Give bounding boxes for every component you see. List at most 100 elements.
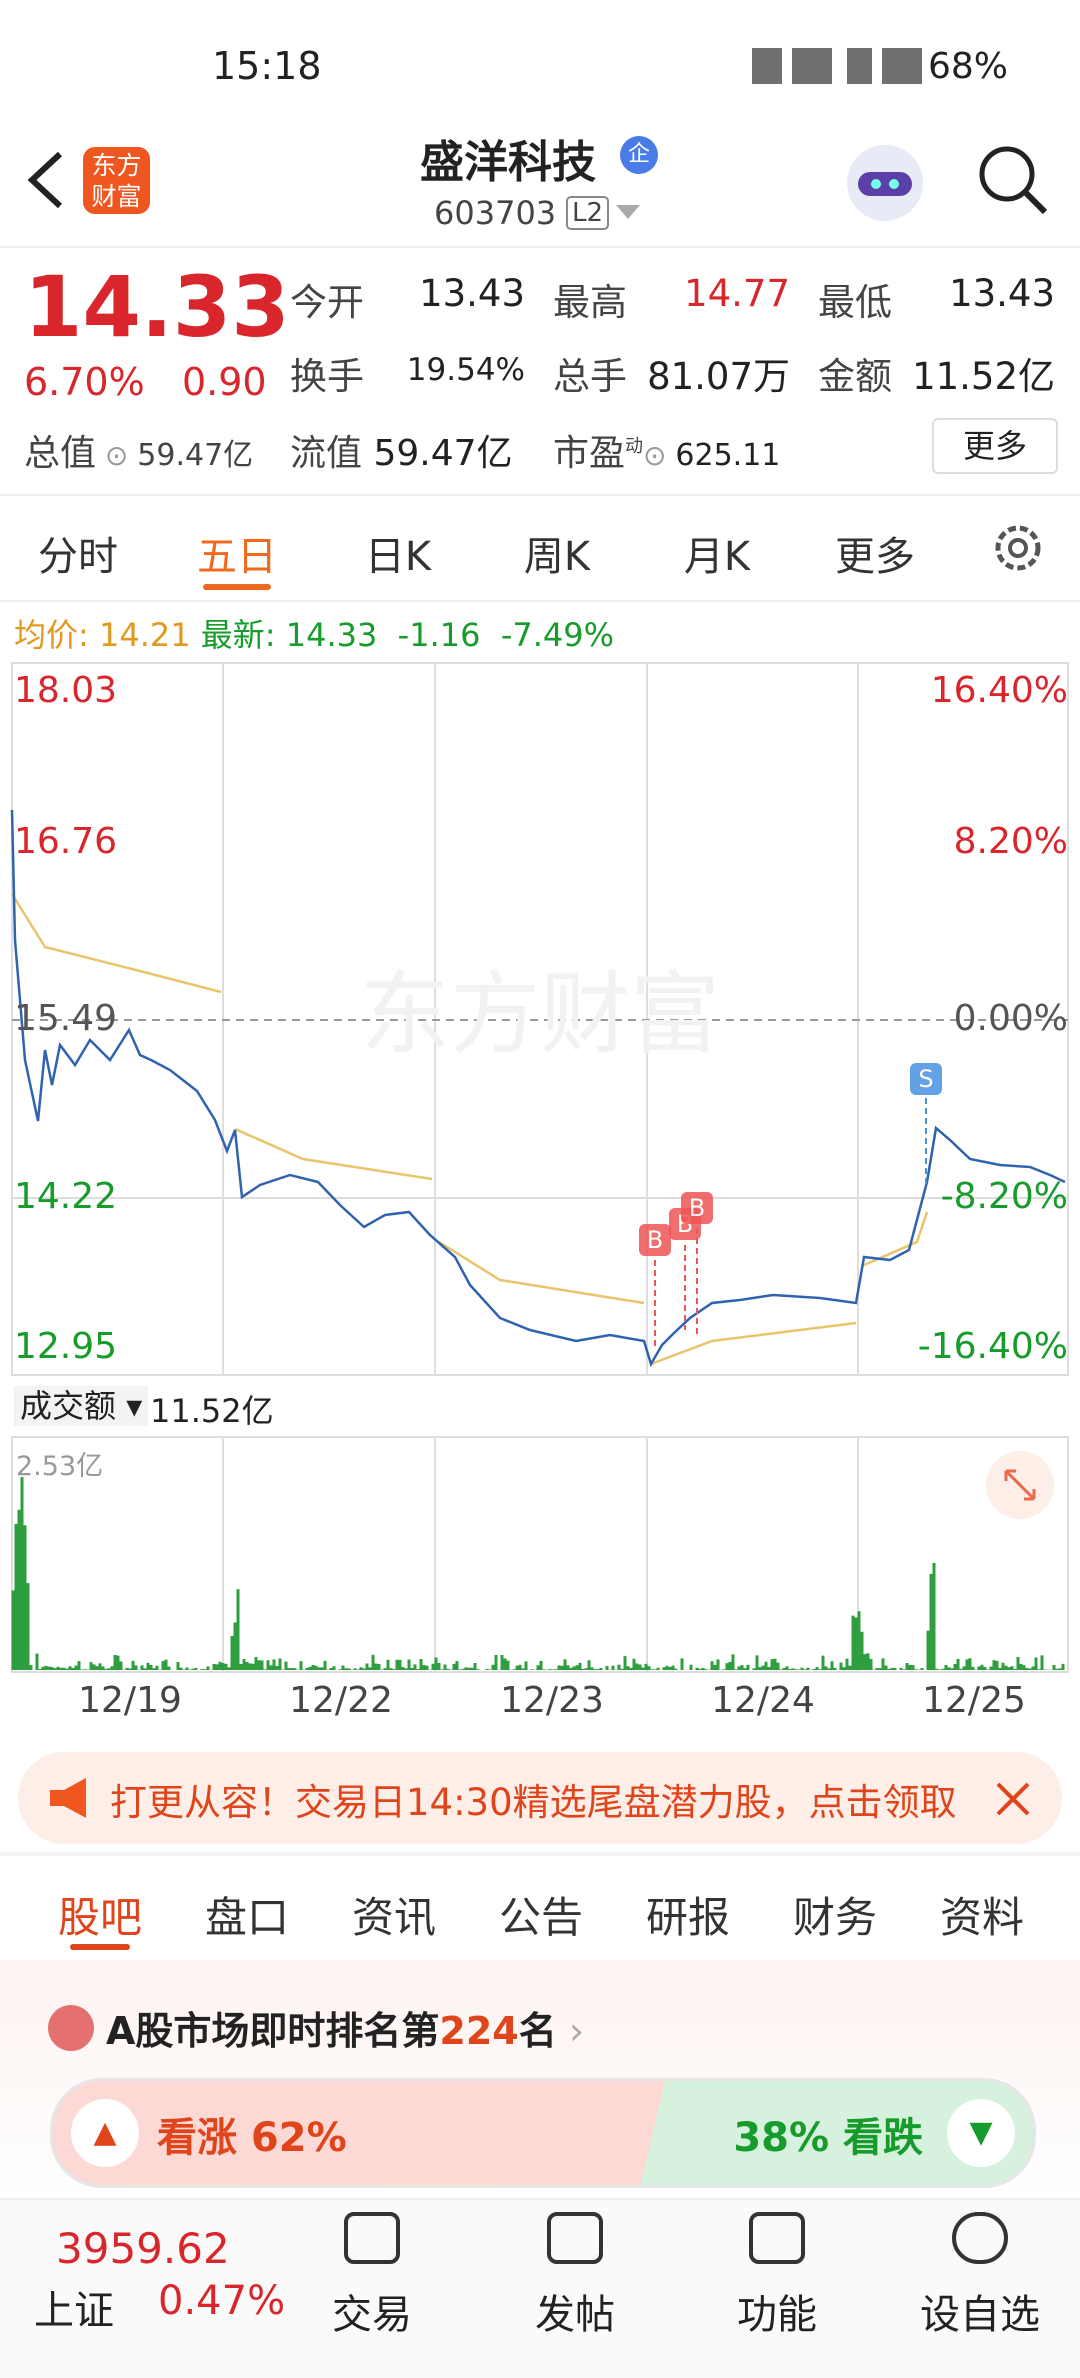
volume-total: 11.52亿	[150, 1392, 274, 1430]
more-button[interactable]: 更多	[932, 418, 1058, 474]
nav-item[interactable]: 功能	[737, 2292, 817, 2338]
banner[interactable]: 打更从容！交易日14:30精选尾盘潜力股，点击领取	[18, 1752, 1062, 1844]
up-bar	[53, 2081, 665, 2185]
price: 14.33	[24, 258, 290, 356]
price-label: 14.22	[14, 1176, 118, 1217]
price-label: 12.95	[14, 1326, 118, 1367]
sub-tab[interactable]: 股吧	[57, 1893, 142, 1942]
quote-label: 总手	[553, 355, 627, 398]
sub-tab[interactable]: 公告	[498, 1893, 583, 1942]
index-value[interactable]: 3959.62	[56, 2224, 230, 2273]
sell-marker: S	[910, 1063, 942, 1095]
banner-text: 打更从容！交易日14:30精选尾盘潜力股，点击领取	[110, 1781, 957, 1824]
date-label: 12/19	[78, 1680, 182, 1721]
float-value: 流值 59.47亿	[290, 424, 513, 476]
index-name: 上证	[34, 2288, 114, 2334]
quote-label: 最低	[818, 281, 892, 324]
nav-icon	[344, 2212, 400, 2264]
sub-tab[interactable]: 资讯	[351, 1893, 436, 1942]
tab[interactable]: 分时	[38, 534, 118, 580]
price-label: 18.03	[14, 670, 118, 711]
time: 15:18	[212, 44, 322, 88]
divider	[0, 1852, 1080, 1856]
badge: 企	[620, 136, 658, 174]
latest-change: -1.16	[397, 616, 481, 654]
index-pct: 0.47%	[158, 2278, 286, 2324]
sub-tab[interactable]: 盘口	[204, 1893, 289, 1942]
sub-tab-underline	[70, 1944, 130, 1950]
down-text: 38% 看跌	[733, 2115, 923, 2161]
dropdown[interactable]	[616, 205, 640, 221]
price-label: 16.76	[14, 821, 118, 862]
total-value: 总值 ⊙ 59.47亿	[24, 433, 254, 474]
sentiment-bar: ▲ 看涨 62% 38% 看跌 ▼	[50, 2078, 1036, 2188]
nav-item[interactable]: 发帖	[535, 2292, 615, 2338]
nav-icon	[952, 2212, 1008, 2264]
down-button[interactable]: ▼	[947, 2099, 1015, 2167]
status-icons	[752, 48, 922, 84]
quote-label: 换手	[290, 355, 364, 398]
divider	[0, 246, 1080, 248]
pct-label: 16.40%	[930, 670, 1068, 711]
back[interactable]	[20, 148, 70, 213]
logo: 东方财富	[83, 147, 150, 214]
five-day-chart: 东方财富	[10, 662, 1069, 1673]
nav-item[interactable]: 交易	[332, 2292, 412, 2338]
price-label: 15.49	[14, 998, 118, 1039]
divider	[0, 494, 1080, 496]
tab[interactable]: 月K	[683, 534, 751, 580]
quote-label: 今开	[290, 281, 364, 324]
battery: 68%	[928, 46, 1009, 87]
label: 流值	[290, 433, 363, 474]
settings[interactable]	[990, 520, 1046, 576]
search[interactable]	[975, 142, 1050, 217]
rank-suffix: 名	[518, 2009, 557, 2053]
pe: 市盈动⊙ 625.11	[553, 433, 781, 474]
divider	[0, 600, 1080, 602]
avg-value: 14.21	[98, 616, 191, 654]
tab[interactable]: 周K	[523, 534, 591, 580]
label: 市盈	[553, 433, 626, 474]
pct-label: 0.00%	[953, 998, 1068, 1039]
change: 0.90	[182, 360, 267, 404]
latest-label: 最新:	[200, 616, 276, 654]
level: L2	[566, 196, 610, 230]
tab[interactable]: 五日	[197, 534, 277, 580]
stock-code: 603703	[434, 194, 557, 232]
bottom-nav	[0, 2198, 1080, 2378]
rank: 224	[439, 2009, 519, 2053]
date-label: 12/24	[711, 1680, 815, 1721]
date-label: 12/23	[500, 1680, 604, 1721]
robot-avatar[interactable]	[842, 140, 928, 226]
up-text: 看涨 62%	[157, 2115, 347, 2161]
expand[interactable]	[986, 1451, 1054, 1519]
latest-pct: -7.49%	[500, 616, 615, 654]
pct-label: -16.40%	[917, 1326, 1068, 1367]
tab[interactable]: 更多	[835, 534, 915, 580]
value: 625.11	[675, 438, 781, 473]
label: 总值	[24, 433, 97, 474]
up-button[interactable]: ▲	[71, 2099, 139, 2167]
ranking[interactable]: A股市场即时排名第224名 ›	[106, 2009, 585, 2053]
stock-name: 盛洋科技	[420, 137, 596, 188]
sub-tab[interactable]: 资料	[939, 1893, 1024, 1942]
value: 59.47亿	[373, 433, 513, 474]
megaphone	[50, 1778, 86, 1818]
sub-tab[interactable]: 研报	[645, 1893, 730, 1942]
quote-label: 最高	[553, 281, 627, 324]
value: 59.47亿	[137, 438, 254, 473]
nav-icon	[749, 2212, 805, 2264]
volume-bars	[11, 1477, 1065, 1670]
volume-max: 2.53亿	[16, 1451, 104, 1482]
quote-value: 14.77	[684, 272, 790, 315]
nav-item[interactable]: 设自选	[920, 2292, 1040, 2338]
quote-value: 13.43	[949, 272, 1055, 315]
volume-selector[interactable]: 成交额 ▾	[14, 1386, 149, 1426]
quote-value: 19.54%	[406, 352, 525, 388]
buy-marker: B	[681, 1192, 713, 1224]
tab-underline	[203, 584, 271, 590]
tab[interactable]: 日K	[364, 534, 432, 580]
sub-tab[interactable]: 财务	[792, 1893, 877, 1942]
close[interactable]	[988, 1774, 1038, 1824]
